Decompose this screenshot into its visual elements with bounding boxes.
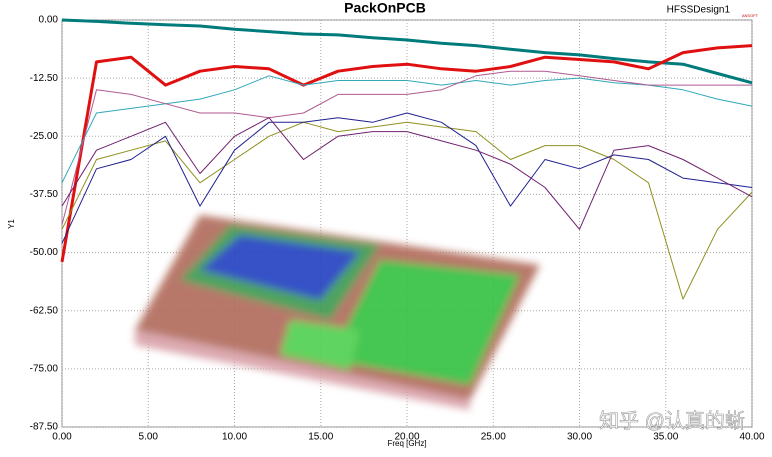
y-tick-label: -50.00 (30, 247, 59, 258)
y-axis-label: Y1 (7, 219, 16, 229)
series-line (61, 70, 752, 225)
pcb-image (135, 215, 540, 410)
series-line (61, 18, 753, 85)
series-line (61, 117, 753, 230)
series-line (61, 112, 753, 244)
y-tick-label: -87.50 (30, 422, 59, 433)
x-axis-label: Freq [GHz] (387, 439, 426, 448)
chart-title: PackOnPCB (344, 0, 426, 16)
x-tick-label: 20.00 (394, 432, 419, 443)
watermark: 知乎 @认真的蜥 (599, 409, 745, 432)
y-tick-label: -25.00 (30, 131, 59, 142)
x-tick-label: 5.00 (139, 432, 159, 443)
series-line (61, 121, 753, 300)
x-tick-label: 25.00 (481, 432, 506, 443)
y-tick-label: -75.00 (30, 363, 59, 374)
y-tick-label: -62.50 (30, 305, 59, 316)
design-label: HFSSDesign1 (667, 5, 731, 16)
x-tick-label: 35.00 (653, 432, 678, 443)
y-tick-label: -37.50 (30, 189, 59, 200)
series-line (61, 75, 753, 184)
logo: ANSOFT (742, 13, 759, 18)
x-tick-label: 40.00 (739, 432, 764, 443)
series-line (60, 44, 753, 263)
y-tick-label: 0.00 (39, 15, 59, 26)
x-tick-label: 10.00 (222, 432, 247, 443)
y-tick-label: -12.50 (30, 73, 59, 84)
x-tick-label: 15.00 (308, 432, 333, 443)
lines (60, 18, 753, 300)
x-tick-label: 30.00 (567, 432, 592, 443)
x-tick-label: 0.00 (52, 432, 72, 443)
